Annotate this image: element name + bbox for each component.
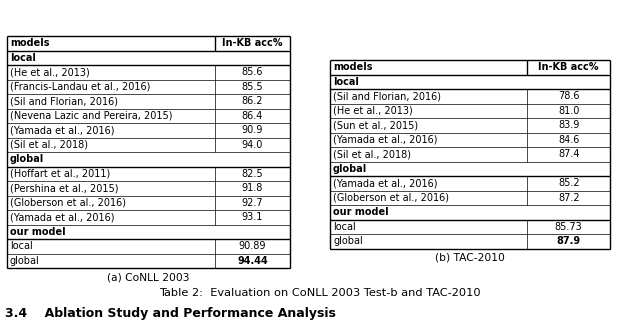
Text: 90.89: 90.89	[239, 241, 266, 251]
Text: (He et al., 2013): (He et al., 2013)	[333, 106, 413, 116]
Text: (Sil and Florian, 2016): (Sil and Florian, 2016)	[333, 91, 441, 101]
Text: (Yamada et al., 2016): (Yamada et al., 2016)	[333, 135, 438, 145]
Text: models: models	[333, 62, 372, 72]
Text: (He et al., 2013): (He et al., 2013)	[10, 67, 90, 77]
Text: (Sun et al., 2015): (Sun et al., 2015)	[333, 120, 418, 130]
Text: global: global	[333, 236, 363, 246]
Text: models: models	[10, 38, 49, 48]
Text: (b) TAC-2010: (b) TAC-2010	[435, 253, 505, 263]
Text: 87.2: 87.2	[558, 193, 579, 203]
Text: 78.6: 78.6	[558, 91, 579, 101]
Text: 85.2: 85.2	[558, 178, 579, 188]
Text: 94.0: 94.0	[242, 140, 263, 150]
Text: our model: our model	[333, 207, 388, 217]
Text: our model: our model	[10, 227, 66, 237]
Text: 86.2: 86.2	[242, 96, 263, 106]
Text: 85.5: 85.5	[242, 82, 263, 92]
Text: 84.6: 84.6	[558, 135, 579, 145]
Text: 85.73: 85.73	[555, 222, 582, 232]
Text: 3.4    Ablation Study and Performance Analysis: 3.4 Ablation Study and Performance Analy…	[5, 306, 336, 319]
Text: (a) CoNLL 2003: (a) CoNLL 2003	[108, 272, 189, 282]
Text: (Francis-Landau et al., 2016): (Francis-Landau et al., 2016)	[10, 82, 150, 92]
Text: 93.1: 93.1	[242, 212, 263, 222]
Text: (Globerson et al., 2016): (Globerson et al., 2016)	[10, 198, 126, 208]
Text: local: local	[333, 77, 359, 87]
Text: (Hoffart et al., 2011): (Hoffart et al., 2011)	[10, 169, 110, 179]
Text: global: global	[333, 164, 367, 174]
Text: global: global	[10, 154, 44, 164]
Text: (Sil et al., 2018): (Sil et al., 2018)	[10, 140, 88, 150]
Text: 81.0: 81.0	[558, 106, 579, 116]
Text: 82.5: 82.5	[242, 169, 263, 179]
Text: (Sil and Florian, 2016): (Sil and Florian, 2016)	[10, 96, 118, 106]
Text: 92.7: 92.7	[242, 198, 263, 208]
Text: local: local	[10, 241, 33, 251]
Text: 91.8: 91.8	[242, 183, 263, 193]
Text: 87.4: 87.4	[558, 149, 579, 159]
Text: local: local	[333, 222, 356, 232]
Text: Table 2:  Evaluation on CoNLL 2003 Test-b and TAC-2010: Table 2: Evaluation on CoNLL 2003 Test-b…	[159, 288, 481, 298]
Text: In-KB acc%: In-KB acc%	[538, 62, 599, 72]
Text: 86.4: 86.4	[242, 111, 263, 121]
Text: local: local	[10, 53, 36, 63]
Text: 85.6: 85.6	[242, 67, 263, 77]
Text: In-KB acc%: In-KB acc%	[222, 38, 283, 48]
Text: (Nevena Lazic and Pereira, 2015): (Nevena Lazic and Pereira, 2015)	[10, 111, 173, 121]
Text: (Yamada et al., 2016): (Yamada et al., 2016)	[10, 125, 115, 135]
Text: global: global	[10, 256, 40, 266]
Text: (Yamada et al., 2016): (Yamada et al., 2016)	[10, 212, 115, 222]
Text: (Sil et al., 2018): (Sil et al., 2018)	[333, 149, 411, 159]
Text: (Yamada et al., 2016): (Yamada et al., 2016)	[333, 178, 438, 188]
Text: 90.9: 90.9	[242, 125, 263, 135]
Text: 94.44: 94.44	[237, 256, 268, 266]
Text: 83.9: 83.9	[558, 120, 579, 130]
Text: 87.9: 87.9	[557, 236, 580, 246]
Text: (Pershina et al., 2015): (Pershina et al., 2015)	[10, 183, 118, 193]
Text: (Globerson et al., 2016): (Globerson et al., 2016)	[333, 193, 449, 203]
